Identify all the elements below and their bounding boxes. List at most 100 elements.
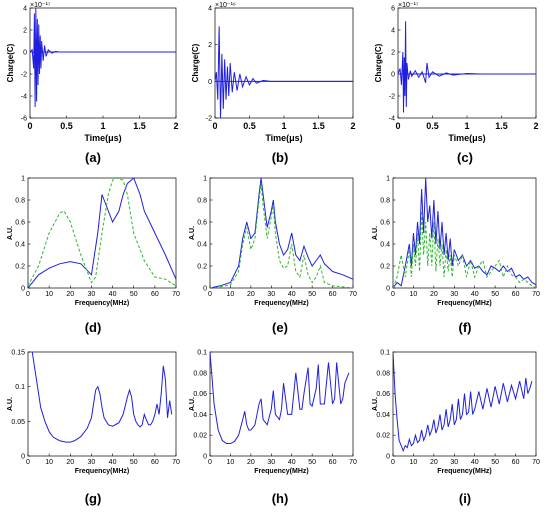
y-tick-label-f-1: 0.2: [380, 264, 390, 271]
y-tick-label-i-3: 0.06: [376, 391, 390, 398]
x-tick-label-e-6: 60: [329, 291, 337, 298]
x-tick-label-f-6: 60: [512, 291, 520, 298]
y-tick-label-d-4: 0.8: [15, 198, 25, 205]
x-tick-label-i-4: 40: [471, 459, 479, 466]
y-tick-label-i-5: 0.1: [380, 350, 390, 357]
x-axis-label-i: Frequency(MHz): [437, 468, 491, 475]
y-tick-label-g-3: 0.15: [11, 350, 25, 357]
x-tick-label-e-4: 40: [288, 291, 296, 298]
x-tick-label-f-2: 20: [430, 291, 438, 298]
panel-label-g: (g): [84, 491, 102, 506]
y-tick-label-i-2: 0.04: [376, 412, 390, 419]
series-h-blue-line: [210, 352, 350, 445]
x-tick-label-c-2: 1: [464, 121, 469, 131]
x-tick-label-h-2: 20: [247, 459, 255, 466]
x-tick-label-i-3: 30: [450, 459, 458, 466]
panel-label-a: (a): [85, 150, 101, 165]
x-tick-label-d-6: 60: [151, 291, 159, 298]
panel-label-b: (b): [271, 150, 289, 165]
y-tick-label-c-1: -2: [389, 94, 395, 101]
x-tick-label-e-3: 30: [267, 291, 275, 298]
panel-label-e: (e): [272, 320, 288, 335]
y-tick-label-i-0: 0: [386, 454, 390, 461]
chart-e: 0 10 20 30 40 50 60 70 0 0.2 0.4 0.6 0.8 1 Frequency(M…: [189, 176, 357, 308]
x-tick-label-h-7: 70: [349, 459, 357, 466]
x-axis-label-a: Time(μs): [84, 133, 121, 143]
y-tick-label-a-3: 0: [23, 50, 27, 57]
x-tick-label-c-1: 0.5: [426, 121, 439, 131]
axes-frame-f: [392, 177, 537, 289]
y-tick-label-a-4: 2: [23, 28, 27, 35]
y-tick-label-a-2: -2: [21, 72, 27, 79]
y-tick-label-b-3: 4: [208, 6, 212, 13]
y-tick-label-d-0: 0: [21, 286, 25, 293]
series-e-blue-line: [210, 178, 353, 288]
y-tick-label-f-3: 0.6: [380, 220, 390, 227]
y-tick-label-e-4: 0.8: [197, 198, 207, 205]
axes-frame-a: [29, 7, 177, 119]
panel-label-d: (d): [84, 320, 102, 335]
x-tick-label-e-7: 70: [349, 291, 357, 298]
x-tick-label-h-6: 60: [329, 459, 337, 466]
x-axis-label-c: Time(μs): [448, 133, 485, 143]
x-tick-label-h-5: 50: [308, 459, 316, 466]
y-tick-label-e-2: 0.4: [197, 242, 207, 249]
x-tick-label-a-1: 0.5: [60, 121, 73, 131]
y-tick-label-b-2: 2: [208, 42, 212, 49]
series-d-green-line: [28, 178, 176, 287]
x-tick-label-e-1: 10: [227, 291, 235, 298]
series-a-blue-line: [30, 8, 176, 108]
panel-label-f: (f): [458, 320, 472, 335]
y-tick-label-i-1: 0.02: [376, 433, 390, 440]
x-tick-label-i-5: 50: [491, 459, 499, 466]
x-tick-label-g-3: 30: [88, 459, 96, 466]
y-tick-label-c-4: 4: [391, 28, 395, 35]
y-tick-label-h-3: 0.06: [193, 391, 207, 398]
x-tick-label-i-1: 10: [410, 459, 418, 466]
x-axis-label-b: Time(μs): [265, 133, 302, 143]
y-tick-label-f-4: 0.8: [380, 198, 390, 205]
y-axis-label-g: A.U.: [7, 397, 14, 411]
y-tick-label-f-0: 0: [386, 286, 390, 293]
x-tick-label-b-2: 1: [281, 121, 286, 131]
y-tick-label-h-5: 0.1: [197, 350, 207, 357]
y-axis-label-a: Charge(C): [6, 43, 15, 82]
y-tick-label-h-2: 0.04: [193, 412, 207, 419]
exponent-label-a: ×10⁻¹⁷: [30, 2, 51, 9]
x-tick-label-e-0: 0: [208, 291, 212, 298]
y-tick-label-d-5: 1: [21, 176, 25, 183]
axes-frame-e: [209, 177, 354, 289]
x-tick-label-g-6: 60: [151, 459, 159, 466]
y-tick-label-f-5: 1: [386, 176, 390, 183]
x-tick-label-d-4: 40: [109, 291, 117, 298]
axes-frame-h: [209, 351, 354, 457]
series-i-blue-line: [393, 352, 533, 453]
x-tick-label-i-0: 0: [391, 459, 395, 466]
x-tick-label-a-2: 1: [100, 121, 105, 131]
x-tick-label-i-7: 70: [532, 459, 540, 466]
y-tick-label-a-5: 4: [23, 6, 27, 13]
y-tick-label-c-3: 2: [391, 50, 395, 57]
x-tick-label-b-4: 2: [350, 121, 355, 131]
y-axis-label-f: A.U.: [372, 226, 379, 240]
chart-f: 0 10 20 30 40 50 60 70 0 0.2 0.4 0.6 0.8 1 Frequency(M…: [372, 176, 540, 308]
y-axis-label-i: A.U.: [372, 397, 379, 411]
y-tick-label-a-1: -4: [21, 94, 27, 101]
y-tick-label-i-4: 0.08: [376, 370, 390, 377]
x-tick-label-d-1: 10: [45, 291, 53, 298]
y-tick-label-b-1: 0: [208, 79, 212, 86]
y-tick-label-b-0: -2: [206, 116, 212, 123]
y-tick-label-g-2: 0.1: [15, 384, 25, 391]
y-tick-label-c-5: 6: [391, 6, 395, 13]
panel-label-h: (h): [271, 491, 289, 506]
panel-label-c: (c): [457, 150, 473, 165]
y-axis-label-b: Charge(C): [191, 43, 200, 82]
x-tick-label-b-1: 0.5: [243, 121, 256, 131]
x-tick-label-h-3: 30: [267, 459, 275, 466]
x-tick-label-f-7: 70: [532, 291, 540, 298]
chart-i: 0 10 20 30 40 50 60 70 0 0.02 0.04 0.06 0.08 0.1 Frequ…: [372, 350, 540, 476]
x-tick-label-f-1: 10: [410, 291, 418, 298]
x-axis-label-g: Frequency(MHz): [75, 468, 129, 475]
x-tick-label-i-6: 60: [512, 459, 520, 466]
